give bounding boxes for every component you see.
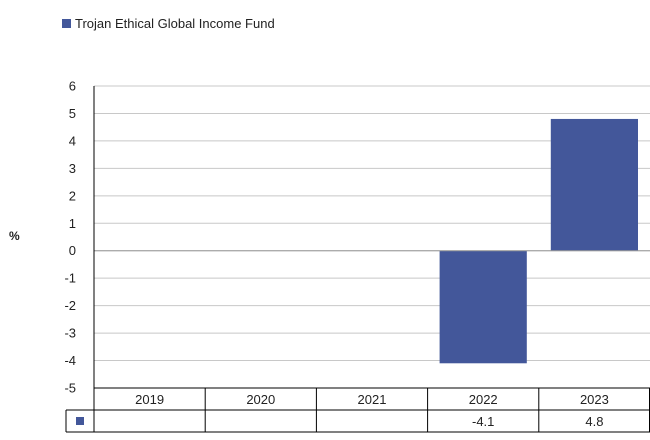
legend-swatch [62,19,71,28]
table-series-swatch [76,417,84,425]
data-label: -4.1 [472,414,494,429]
x-tick-label: 2021 [358,392,387,407]
bar-2023 [550,118,638,251]
y-tick-label: 0 [69,243,76,258]
y-tick-label: -5 [64,381,76,396]
y-tick-label: 6 [69,79,76,94]
y-tick-label: 4 [69,133,76,148]
y-tick-label: -3 [64,326,76,341]
y-tick-label: 5 [69,106,76,121]
legend-label: Trojan Ethical Global Income Fund [75,16,275,31]
chart-legend: Trojan Ethical Global Income Fund [62,16,275,31]
y-axis-label: % [9,229,20,243]
x-tick-label: 2019 [135,392,164,407]
y-tick-label: -4 [64,353,76,368]
y-tick-label: -2 [64,298,76,313]
x-tick-label: 2022 [469,392,498,407]
y-tick-label: 2 [69,188,76,203]
y-tick-label: -1 [64,271,76,286]
data-label: 4.8 [585,414,603,429]
y-tick-label: 1 [69,216,76,231]
x-tick-label: 2023 [580,392,609,407]
bar-2022 [439,250,527,364]
x-tick-label: 2020 [246,392,275,407]
y-tick-label: 3 [69,161,76,176]
